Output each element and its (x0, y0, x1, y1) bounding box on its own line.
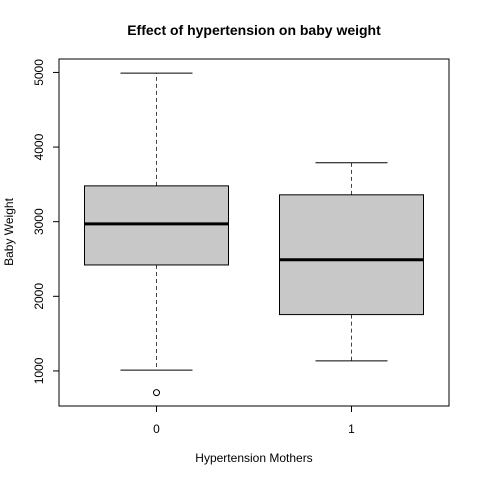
y-tick-label: 4000 (32, 133, 46, 160)
plot-layer: 1000 2000 3000 4000 5000 0 1 (32, 58, 450, 436)
y-tick-label: 3000 (32, 208, 46, 235)
outlier-point (153, 389, 160, 397)
x-tick-label: 1 (348, 422, 355, 436)
y-tick-label: 2000 (32, 283, 46, 310)
box-iqr (279, 194, 424, 316)
y-tick-label: 5000 (32, 59, 46, 86)
plot-frame (58, 58, 450, 407)
x-tick-label: 0 (153, 422, 160, 436)
y-axis-title: Baby Weight (2, 197, 16, 265)
y-tick-label: 1000 (32, 357, 46, 384)
x-axis-title: Hypertension Mothers (195, 451, 312, 465)
chart-title: Effect of hypertension on baby weight (127, 22, 381, 38)
